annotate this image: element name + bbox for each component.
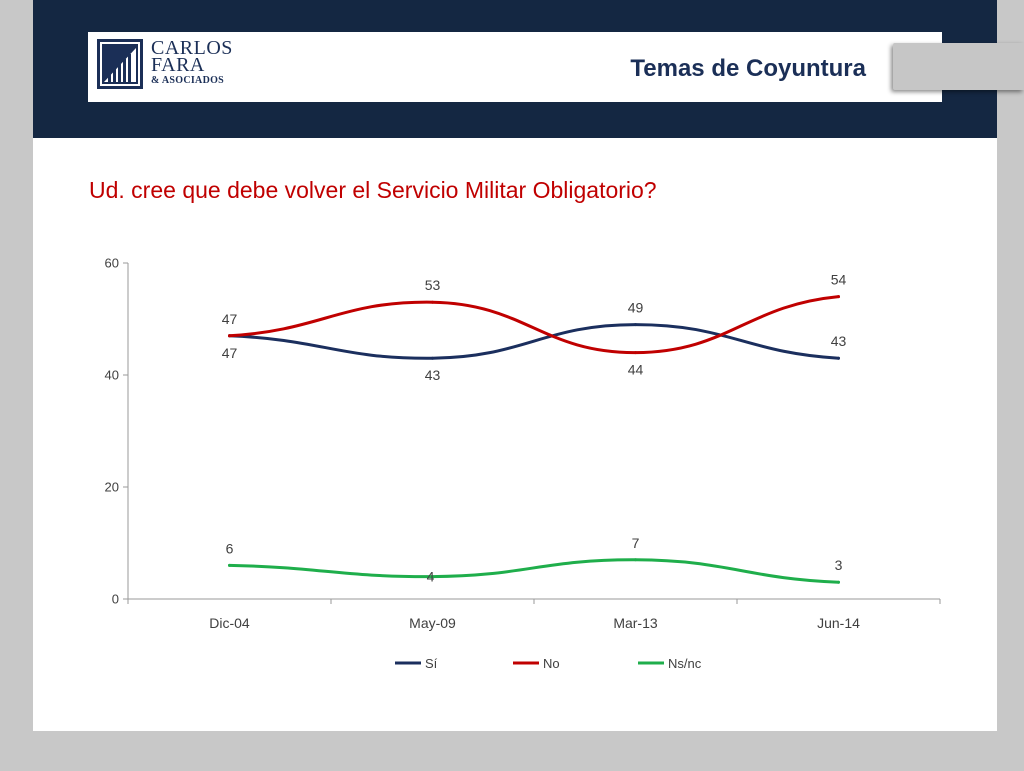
y-tick-label: 0 [112,592,119,607]
legend-label: No [543,656,560,671]
data-label: 6 [226,540,234,556]
legend-label: Sí [425,656,438,671]
legend-label: Ns/nc [668,656,702,671]
data-label: 47 [222,345,238,361]
y-tick-label: 20 [105,480,119,495]
data-label: 44 [628,362,644,378]
series-line-si [228,323,840,360]
logo-line-2: FARA [151,54,205,76]
data-label: 54 [831,272,847,288]
data-point [431,575,434,579]
data-point [837,580,840,584]
x-tick-label: May-09 [409,615,456,631]
series-line-no [228,295,840,355]
data-point [634,351,637,355]
data-point [837,295,840,299]
data-point [431,300,434,304]
data-point [228,563,231,567]
data-label: 7 [632,535,640,551]
logo-line-1: CARLOS [151,37,233,59]
logo-wordmark: CARLOS FARA & ASOCIADOS [151,37,233,87]
logo-line-3: & ASOCIADOS [151,75,225,86]
data-point [431,356,434,360]
data-point [837,356,840,360]
data-point [228,334,231,338]
y-tick-label: 60 [105,256,119,271]
data-label: 43 [831,333,847,349]
x-tick-label: Jun-14 [817,615,860,631]
decorative-tab [893,43,1024,90]
data-label: 43 [425,367,441,383]
data-label: 3 [835,557,843,573]
y-tick-label: 40 [105,368,119,383]
header-strip [88,32,942,102]
data-point [634,323,637,327]
logo-icon [97,39,143,89]
series-line-nsnc [228,558,840,584]
data-label: 49 [628,300,644,316]
x-tick-label: Mar-13 [613,615,658,631]
data-label: 47 [222,311,238,327]
question-title: Ud. cree que debe volver el Servicio Mil… [89,177,657,203]
data-point [634,558,637,562]
data-label: 4 [427,569,435,585]
data-label: 53 [425,277,441,293]
section-title: Temas de Coyuntura [630,55,866,82]
x-tick-label: Dic-04 [209,615,250,631]
